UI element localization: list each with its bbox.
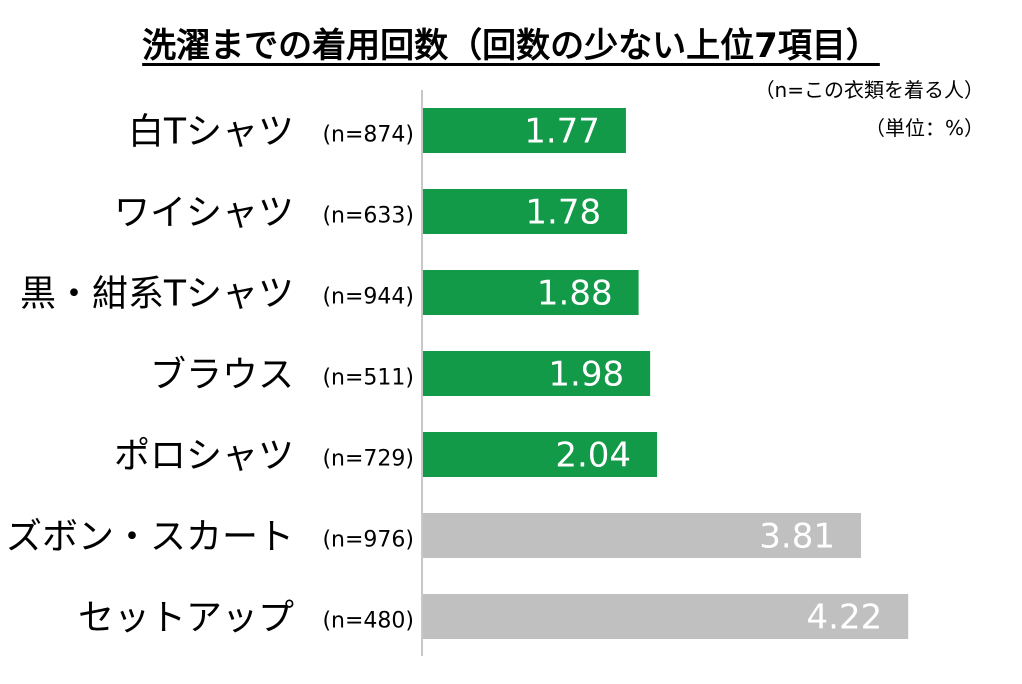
value-label: 1.77 — [524, 112, 600, 152]
bar — [422, 594, 909, 639]
category-label: ブラウス — [150, 355, 294, 396]
sample-size-label: (n=633) — [322, 204, 414, 229]
value-label: 1.78 — [525, 193, 601, 233]
category-label: ワイシャツ — [114, 193, 294, 234]
value-label: 2.04 — [555, 436, 631, 476]
category-label: 白Tシャツ — [128, 112, 294, 153]
sample-size-label: (n=944) — [322, 285, 414, 310]
bar — [422, 108, 626, 153]
value-label: 3.81 — [759, 517, 835, 557]
sample-size-label: (n=480) — [322, 609, 414, 634]
category-label: セットアップ — [78, 598, 294, 639]
value-label: 4.22 — [807, 598, 883, 638]
sample-size-label: (n=976) — [322, 528, 414, 553]
chart-title: 洗濯までの着用回数（回数の少ない上位7項目） — [142, 26, 880, 66]
value-label: 1.88 — [537, 274, 613, 314]
bar — [422, 351, 651, 396]
bar — [422, 513, 861, 558]
value-label: 1.98 — [548, 355, 624, 395]
sample-size-label: (n=874) — [322, 123, 414, 148]
category-label: 黒・紺系Tシャツ — [20, 274, 294, 315]
category-label: ズボン・スカート — [6, 517, 294, 558]
category-label: ポロシャツ — [114, 436, 294, 477]
bar — [422, 432, 658, 477]
unit-note: （単位：%） — [864, 116, 984, 140]
sample-size-label: (n=511) — [322, 366, 414, 391]
bar — [422, 270, 639, 315]
bar — [422, 189, 628, 234]
sample-size-label: (n=729) — [322, 447, 414, 472]
sample-note: （n=この衣類を着る人） — [754, 78, 984, 102]
